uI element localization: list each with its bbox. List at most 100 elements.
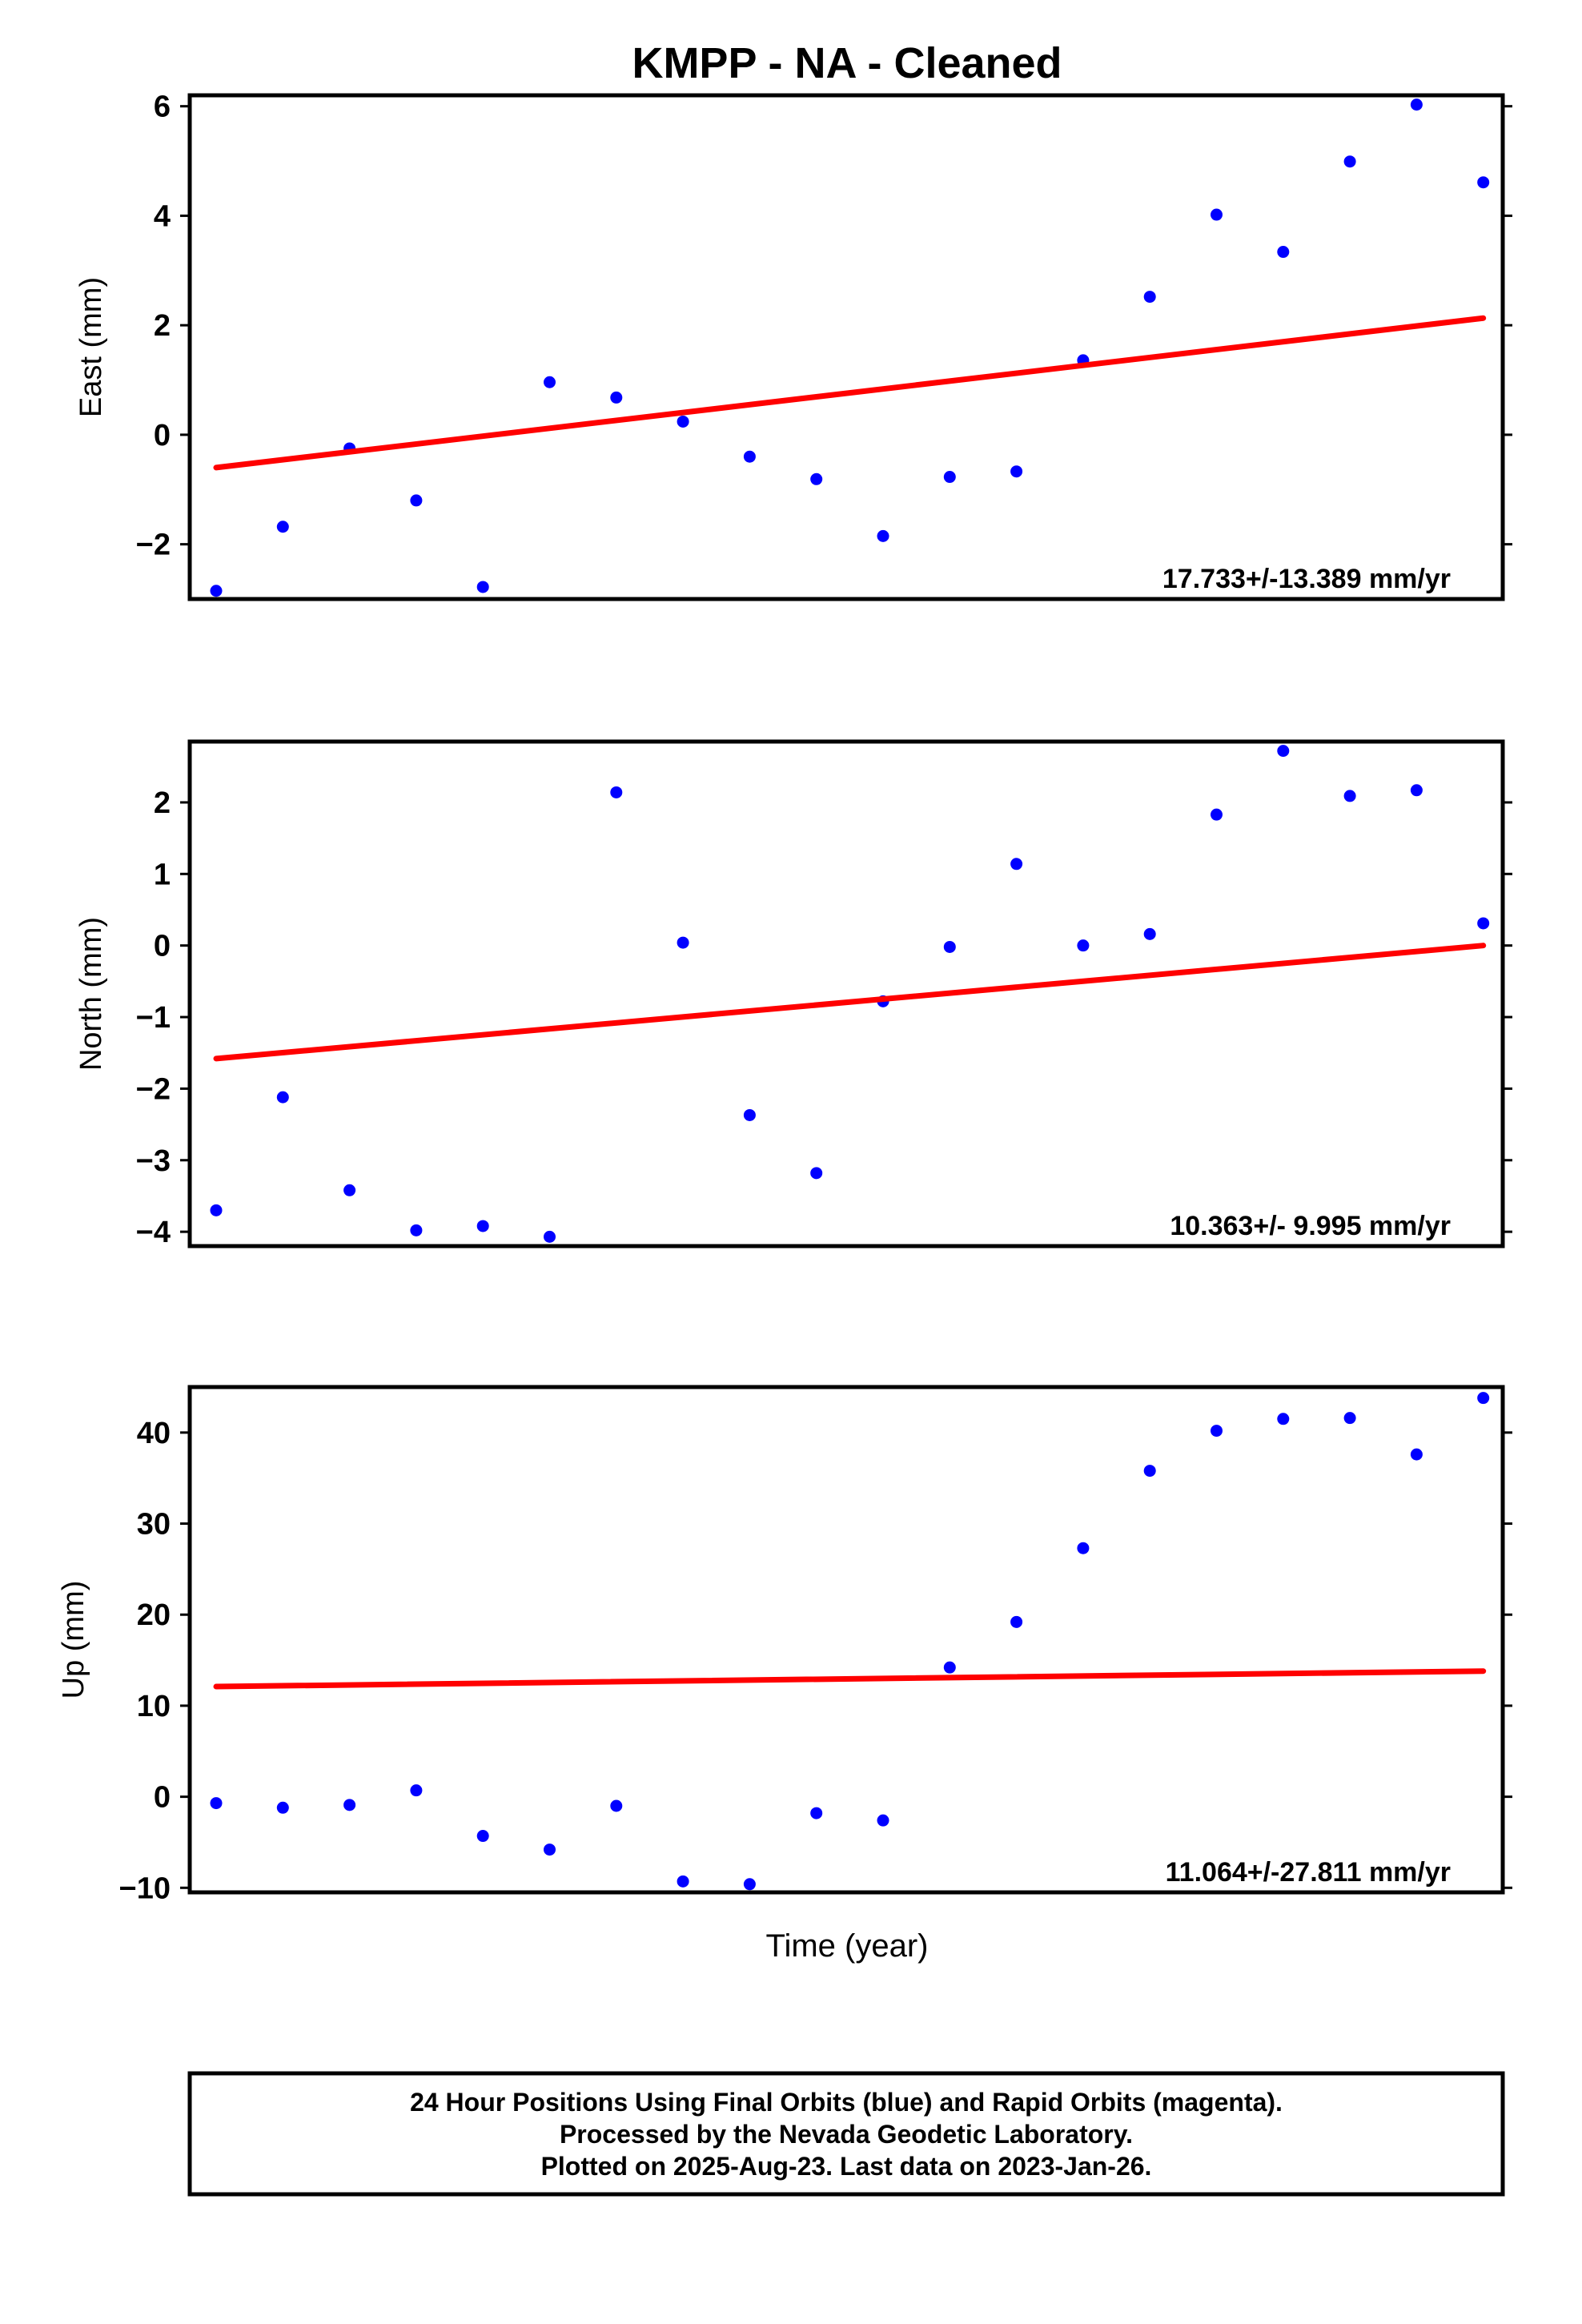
x-axis-label: Time (year)	[766, 1928, 929, 1964]
data-point	[810, 472, 823, 485]
data-point	[1143, 927, 1156, 940]
plot-frame	[187, 93, 1505, 601]
data-point	[210, 1204, 223, 1216]
trend-line	[213, 1668, 1487, 1690]
y-tick-label: 6	[154, 90, 171, 124]
y-tick-label: 2	[154, 786, 171, 820]
data-point	[677, 415, 689, 428]
data-point	[1211, 1425, 1223, 1437]
y-axis-label: North (mm)	[74, 917, 108, 1071]
data-point	[476, 1220, 489, 1232]
data-point	[743, 1878, 756, 1891]
data-point	[943, 1661, 956, 1674]
y-tick-label: 4	[154, 199, 171, 233]
panels: −2 0 2 4 6 East (mm) 17.733+/-13.389 mm/yr −4 −3…	[57, 90, 1512, 1905]
data-point	[1343, 1412, 1356, 1425]
data-point	[410, 1224, 423, 1236]
y-tick-label: −1	[136, 1001, 171, 1035]
data-point	[1143, 291, 1156, 304]
data-point	[1477, 176, 1490, 189]
y-axis-label: Up (mm)	[57, 1581, 90, 1699]
y-axis-label: East (mm)	[74, 277, 108, 417]
data-point	[610, 786, 623, 798]
y-tick-label: −10	[119, 1872, 171, 1905]
trend-line	[213, 315, 1487, 471]
y-tick-label: 0	[154, 1781, 171, 1815]
data-point	[210, 1797, 223, 1810]
data-point	[610, 1799, 623, 1812]
data-point	[677, 936, 689, 949]
data-point	[610, 391, 623, 404]
data-point	[1277, 745, 1290, 758]
data-point	[276, 1091, 289, 1104]
data-point	[1277, 1413, 1290, 1425]
data-point	[677, 1875, 689, 1888]
point-series-final	[210, 1392, 1490, 1891]
data-point	[877, 1814, 889, 1827]
data-point	[1010, 1615, 1023, 1628]
data-point	[1410, 1448, 1423, 1461]
data-point	[1410, 99, 1423, 111]
data-point	[943, 940, 956, 953]
plot-frame	[187, 1385, 1505, 1895]
rate-annotation: 11.064+/-27.811 mm/yr	[1166, 1857, 1451, 1888]
point-series-final	[210, 99, 1490, 597]
data-point	[943, 471, 956, 484]
data-point	[1477, 1392, 1490, 1405]
y-tick-label: 0	[154, 930, 171, 963]
chart-title: KMPP - NA - Cleaned	[632, 39, 1062, 87]
data-point	[410, 1784, 423, 1797]
footer-line-1: 24 Hour Positions Using Final Orbits (bl…	[410, 2088, 1283, 2117]
data-point	[743, 450, 756, 463]
data-point	[1010, 465, 1023, 478]
y-tick-label: −2	[136, 1072, 171, 1106]
data-point	[276, 1801, 289, 1814]
y-tick-label: −4	[136, 1216, 171, 1249]
data-point	[343, 1799, 356, 1811]
data-point	[544, 376, 556, 388]
y-tick-label: −2	[136, 529, 171, 562]
y-tick-label: 2	[154, 309, 171, 343]
panel-3: −10 0 10 20 30 40 Up (mm) 11.064+/-27.811 mm/yr	[57, 1385, 1512, 1905]
panel-2: −4 −3 −2 −1 0 1 2 North (mm) 10.363+/- 9.995 mm/…	[74, 739, 1512, 1249]
data-point	[476, 1830, 489, 1843]
data-point	[410, 494, 423, 507]
data-point	[343, 1184, 356, 1196]
data-point	[1211, 208, 1223, 221]
footer-line-2: Processed by the Nevada Geodetic Laborat…	[560, 2120, 1133, 2149]
data-point	[877, 529, 889, 542]
data-point	[1410, 784, 1423, 797]
y-tick-label: 20	[137, 1598, 171, 1632]
data-point	[544, 1844, 556, 1856]
y-tick-label: 30	[137, 1508, 171, 1542]
data-point	[1211, 808, 1223, 821]
data-point	[210, 585, 223, 597]
data-point	[1077, 939, 1090, 952]
footer-line-3: Plotted on 2025-Aug-23. Last data on 202…	[541, 2152, 1152, 2181]
y-tick-label: 10	[137, 1690, 171, 1723]
data-point	[1343, 155, 1356, 168]
data-point	[1143, 1465, 1156, 1478]
y-tick-label: 0	[154, 419, 171, 452]
data-point	[743, 1108, 756, 1121]
data-point	[1010, 858, 1023, 870]
rate-annotation: 17.733+/-13.389 mm/yr	[1162, 564, 1451, 594]
data-point	[544, 1230, 556, 1243]
data-point	[1077, 1542, 1090, 1554]
footer-box	[187, 2071, 1505, 2197]
point-series-final	[210, 745, 1490, 1243]
data-point	[810, 1807, 823, 1819]
plot-frame	[187, 739, 1505, 1248]
data-point	[1477, 917, 1490, 930]
data-point	[276, 521, 289, 533]
panel-1: −2 0 2 4 6 East (mm) 17.733+/-13.389 mm/yr	[74, 90, 1512, 601]
data-point	[810, 1167, 823, 1180]
trend-line	[213, 943, 1487, 1062]
y-tick-label: −3	[136, 1144, 171, 1178]
y-tick-label: 40	[137, 1417, 171, 1450]
data-point	[1277, 246, 1290, 259]
y-tick-label: 1	[154, 858, 171, 891]
data-point	[1343, 790, 1356, 802]
data-point	[476, 581, 489, 593]
